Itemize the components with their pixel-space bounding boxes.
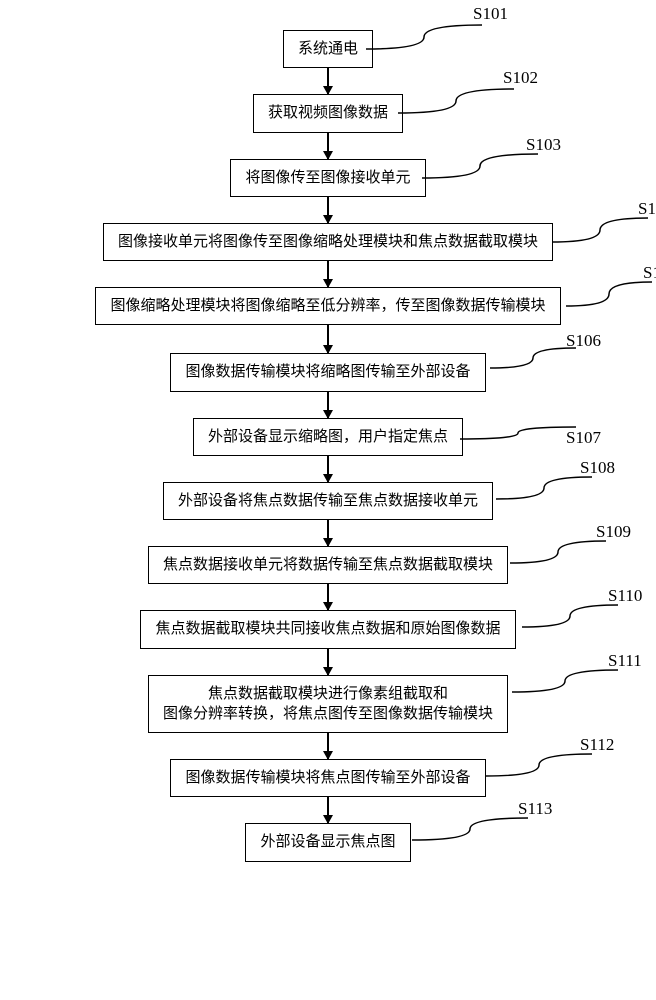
arrow-after-s106 — [327, 392, 329, 418]
connector-s113 — [410, 817, 530, 843]
connector-s101 — [364, 24, 484, 52]
connector-s102 — [396, 88, 516, 116]
step-s105: 图像缩略处理模块将图像缩略至低分辨率，传至图像数据传输模块S105 — [0, 287, 656, 325]
step-s101: 系统通电S101 — [0, 30, 656, 68]
flowchart-container: 系统通电S101获取视频图像数据S102将图像传至图像接收单元S103图像接收单… — [0, 0, 656, 862]
label-s113: S113 — [518, 799, 552, 819]
connector-s111 — [510, 669, 620, 695]
label-s109: S109 — [596, 522, 631, 542]
step-s102: 获取视频图像数据S102 — [0, 94, 656, 132]
node-s109: 焦点数据接收单元将数据传输至焦点数据截取模块 — [148, 546, 508, 584]
arrow-after-s101 — [327, 68, 329, 94]
label-s111: S111 — [608, 651, 642, 671]
node-s106: 图像数据传输模块将缩略图传输至外部设备 — [170, 353, 485, 391]
arrow-after-s104 — [327, 261, 329, 287]
node-s102: 获取视频图像数据 — [253, 94, 403, 132]
step-s104: 图像接收单元将图像传至图像缩略处理模块和焦点数据截取模块S104 — [0, 223, 656, 261]
connector-s104 — [550, 217, 650, 245]
node-s105: 图像缩略处理模块将图像缩略至低分辨率，传至图像数据传输模块 — [95, 287, 560, 325]
connector-s110 — [520, 604, 620, 630]
arrow-after-s108 — [327, 520, 329, 546]
step-s110: 焦点数据截取模块共同接收焦点数据和原始图像数据S110 — [0, 610, 656, 648]
step-s108: 外部设备将焦点数据传输至焦点数据接收单元S108 — [0, 482, 656, 520]
label-s105: S105 — [643, 263, 656, 283]
arrow-after-s107 — [327, 456, 329, 482]
label-s108: S108 — [580, 458, 615, 478]
arrow-after-s111 — [327, 733, 329, 759]
connector-s103 — [420, 153, 540, 181]
connector-s106 — [488, 347, 578, 371]
node-s113: 外部设备显示焦点图 — [245, 823, 410, 861]
label-s110: S110 — [608, 586, 642, 606]
node-s103: 将图像传至图像接收单元 — [230, 159, 425, 197]
step-s113: 外部设备显示焦点图S113 — [0, 823, 656, 861]
arrow-after-s112 — [327, 797, 329, 823]
connector-s105 — [564, 281, 654, 309]
step-s112: 图像数据传输模块将焦点图传输至外部设备S112 — [0, 759, 656, 797]
label-s101: S101 — [473, 4, 508, 24]
label-s112: S112 — [580, 735, 614, 755]
node-s107: 外部设备显示缩略图，用户指定焦点 — [193, 418, 463, 456]
node-s108: 外部设备将焦点数据传输至焦点数据接收单元 — [163, 482, 493, 520]
arrow-after-s105 — [327, 325, 329, 353]
connector-s109 — [508, 540, 608, 566]
label-s104: S104 — [638, 199, 656, 219]
step-s109: 焦点数据接收单元将数据传输至焦点数据截取模块S109 — [0, 546, 656, 584]
step-s103: 将图像传至图像接收单元S103 — [0, 159, 656, 197]
node-s104: 图像接收单元将图像传至图像缩略处理模块和焦点数据截取模块 — [103, 223, 553, 261]
arrow-after-s110 — [327, 649, 329, 675]
step-s106: 图像数据传输模块将缩略图传输至外部设备S106 — [0, 353, 656, 391]
connector-s107 — [458, 426, 578, 442]
node-s110: 焦点数据截取模块共同接收焦点数据和原始图像数据 — [140, 610, 515, 648]
node-s101: 系统通电 — [283, 30, 373, 68]
connector-s108 — [494, 476, 594, 502]
label-s102: S102 — [503, 68, 538, 88]
connector-s112 — [484, 753, 594, 779]
label-s103: S103 — [526, 135, 561, 155]
step-s107: 外部设备显示缩略图，用户指定焦点S107 — [0, 418, 656, 456]
arrow-after-s102 — [327, 133, 329, 159]
arrow-after-s103 — [327, 197, 329, 223]
node-s111: 焦点数据截取模块进行像素组截取和 图像分辨率转换，将焦点图传至图像数据传输模块 — [148, 675, 508, 734]
arrow-after-s109 — [327, 584, 329, 610]
step-s111: 焦点数据截取模块进行像素组截取和 图像分辨率转换，将焦点图传至图像数据传输模块S… — [0, 675, 656, 734]
node-s112: 图像数据传输模块将焦点图传输至外部设备 — [170, 759, 485, 797]
